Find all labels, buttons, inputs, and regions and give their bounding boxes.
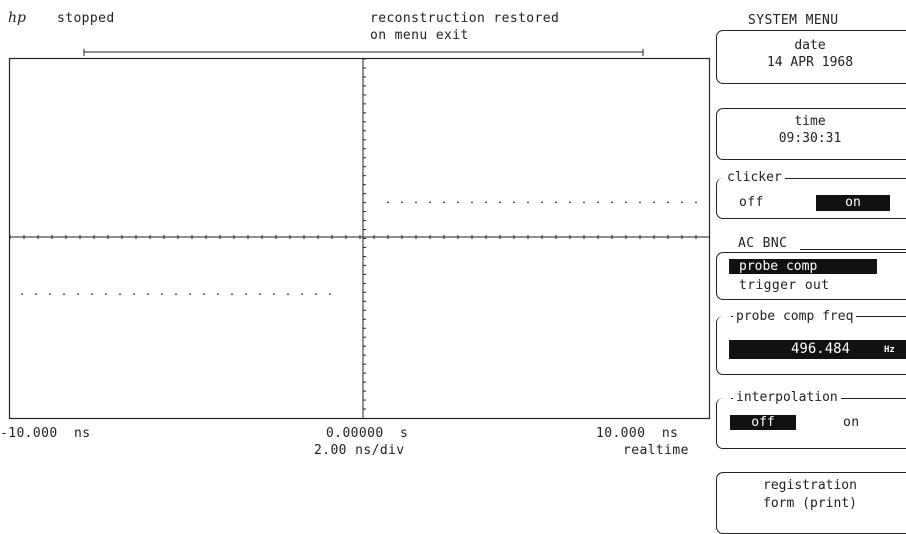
waveform-point	[217, 293, 219, 296]
clicker-off-option[interactable]: off	[739, 195, 764, 210]
registration-line2: form (print)	[763, 496, 857, 511]
left-time-label: -10.000 ns	[0, 426, 91, 441]
waveform-point	[287, 293, 289, 296]
probe-comp-freq-value: 496.484	[791, 341, 851, 357]
right-time-label: 10.000 ns	[596, 426, 679, 441]
probe-comp-freq-label: probe comp freq	[733, 310, 857, 324]
clicker-label: clicker	[724, 171, 785, 185]
waveform-point	[457, 201, 459, 204]
oscilloscope-display	[8, 49, 711, 420]
waveform-point	[569, 201, 571, 204]
date-value: 14 APR 1968	[766, 55, 854, 70]
menu-title: SYSTEM MENU	[748, 13, 839, 28]
clicker-on-option-selected[interactable]: on	[816, 195, 890, 211]
waveform-point	[485, 201, 487, 204]
waveform-point	[429, 201, 431, 204]
waveform-point	[161, 293, 163, 296]
registration-line1: registration	[763, 478, 857, 493]
waveform-point	[653, 201, 655, 204]
waveform-point	[611, 201, 613, 204]
waveform-point	[133, 293, 135, 296]
ac-bnc-rule	[800, 249, 906, 250]
top-marker-bracket	[83, 49, 644, 56]
time-per-div-label: 2.00 ns/div	[314, 443, 405, 458]
probe-comp-freq-unit: Hz	[884, 345, 895, 355]
waveform-point	[49, 293, 51, 296]
waveform-point	[387, 201, 389, 204]
waveform-point	[315, 293, 317, 296]
waveform-point	[329, 293, 331, 296]
time-label: time	[794, 114, 826, 129]
trigger-out-option[interactable]: trigger out	[739, 278, 830, 293]
interpolation-off-option-selected[interactable]: off	[730, 415, 796, 430]
status-message-line2: on menu exit	[370, 28, 469, 43]
waveform-point	[681, 201, 683, 204]
waveform-point	[527, 201, 529, 204]
waveform-point	[443, 201, 445, 204]
waveform-point	[231, 293, 233, 296]
acquisition-mode-label: realtime	[623, 443, 689, 458]
waveform-point	[203, 293, 205, 296]
waveform-point	[119, 293, 121, 296]
date-label: date	[794, 38, 826, 53]
interpolation-label: interpolation	[733, 391, 841, 405]
clicker-softkey[interactable]	[716, 178, 906, 219]
waveform-point	[63, 293, 65, 296]
waveform-point	[105, 293, 107, 296]
waveform-point	[259, 293, 261, 296]
waveform-point	[147, 293, 149, 296]
time-value: 09:30:31	[778, 131, 842, 146]
waveform-point	[513, 201, 515, 204]
registration-form-print-softkey[interactable]: registration form (print)	[716, 472, 906, 534]
waveform-point	[189, 293, 191, 296]
waveform-point	[77, 293, 79, 296]
time-softkey[interactable]: time 09:30:31	[716, 108, 906, 160]
ac-bnc-softkey[interactable]	[716, 252, 906, 300]
run-state: stopped	[57, 11, 115, 26]
waveform-point	[695, 201, 697, 204]
waveform-point	[175, 293, 177, 296]
waveform-point	[583, 201, 585, 204]
hp-logo: hp	[8, 10, 26, 26]
ac-bnc-label: AC BNC	[738, 236, 788, 251]
waveform-trace	[21, 201, 697, 296]
waveform-point	[301, 293, 303, 296]
probe-comp-option-selected[interactable]: probe comp	[729, 259, 877, 274]
waveform-point	[401, 201, 403, 204]
waveform-point	[541, 201, 543, 204]
waveform-point	[21, 293, 23, 296]
waveform-point	[35, 293, 37, 296]
waveform-point	[415, 201, 417, 204]
waveform-point	[597, 201, 599, 204]
waveform-point	[273, 293, 275, 296]
waveform-point	[471, 201, 473, 204]
center-time-label: 0.00000 s	[326, 426, 409, 441]
waveform-point	[245, 293, 247, 296]
waveform-point	[667, 201, 669, 204]
date-softkey[interactable]: date 14 APR 1968	[716, 30, 906, 84]
waveform-point	[639, 201, 641, 204]
waveform-point	[91, 293, 93, 296]
interpolation-on-option[interactable]: on	[843, 415, 860, 430]
status-message-line1: reconstruction restored	[370, 11, 560, 26]
waveform-point	[499, 201, 501, 204]
probe-comp-freq-field[interactable]: 496.484 Hz	[729, 340, 906, 359]
graticule-axes	[9, 58, 709, 418]
waveform-point	[625, 201, 627, 204]
waveform-point	[555, 201, 557, 204]
